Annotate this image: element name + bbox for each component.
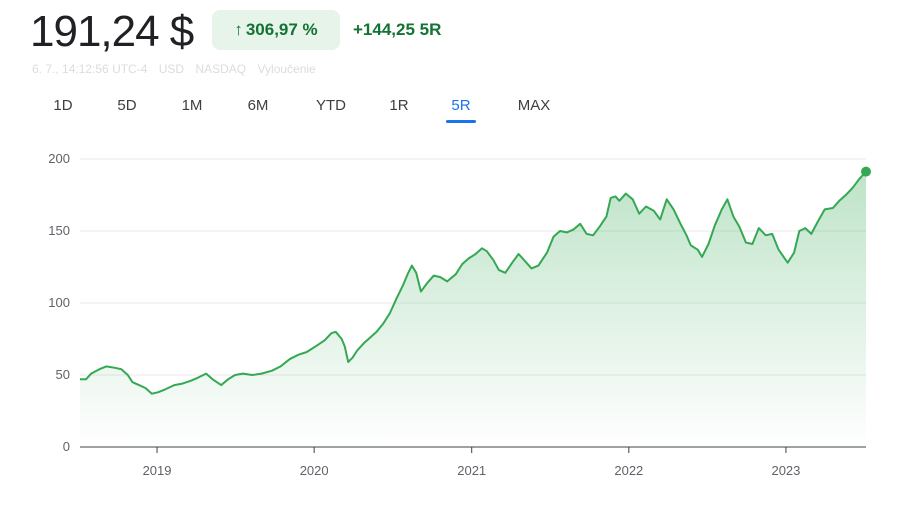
- x-tick-label: 2019: [143, 463, 172, 478]
- y-tick-label: 150: [48, 223, 70, 238]
- arrow-up-icon: ↑: [234, 20, 243, 39]
- tab-ytd[interactable]: YTD: [316, 97, 346, 114]
- last-point-marker: [861, 166, 871, 177]
- tab-5d[interactable]: 5D: [117, 97, 137, 114]
- y-tick-label: 100: [48, 295, 70, 310]
- y-tick-label: 200: [48, 151, 70, 166]
- change-absolute: +144,25 5R: [353, 20, 442, 39]
- y-tick-label: 0: [63, 439, 70, 454]
- quote-exchange: NASDAQ: [195, 62, 247, 76]
- x-tick-label: 2022: [614, 463, 643, 478]
- tab-6m[interactable]: 6M: [247, 97, 269, 114]
- quote-currency: USD: [158, 62, 185, 76]
- disclaimer-link[interactable]: Vyloučenie: [257, 62, 316, 76]
- y-tick-label: 50: [56, 367, 70, 382]
- x-tick-label: 2020: [300, 463, 329, 478]
- tab-max[interactable]: MAX: [517, 97, 551, 114]
- tab-1r[interactable]: 1R: [389, 97, 409, 114]
- price-chart[interactable]: 0 50 100 150 200 2019 2020 2021 2022 2023: [0, 140, 908, 510]
- tab-1m[interactable]: 1M: [181, 97, 203, 114]
- quote-datetime: 6. 7., 14:12:56 UTC-4: [32, 62, 148, 76]
- series-area: [80, 171, 866, 447]
- tab-1d[interactable]: 1D: [53, 97, 73, 114]
- current-price: 191,24 $: [30, 7, 194, 56]
- quote-meta: 6. 7., 14:12:56 UTC-4 USD NASDAQ Vylouče…: [32, 62, 324, 76]
- range-tabs: 1D 5D 1M 6M YTD 1R 5R MAX: [0, 94, 600, 124]
- change-percent-value: 306,97 %: [245, 20, 318, 39]
- change-percent-badge: ↑ 306,97 %: [212, 10, 340, 50]
- tab-5r[interactable]: 5R: [451, 97, 471, 114]
- series-line: [80, 170, 867, 395]
- x-tick-label: 2021: [457, 463, 486, 478]
- active-tab-indicator: [446, 120, 476, 123]
- x-tick-label: 2023: [771, 463, 800, 478]
